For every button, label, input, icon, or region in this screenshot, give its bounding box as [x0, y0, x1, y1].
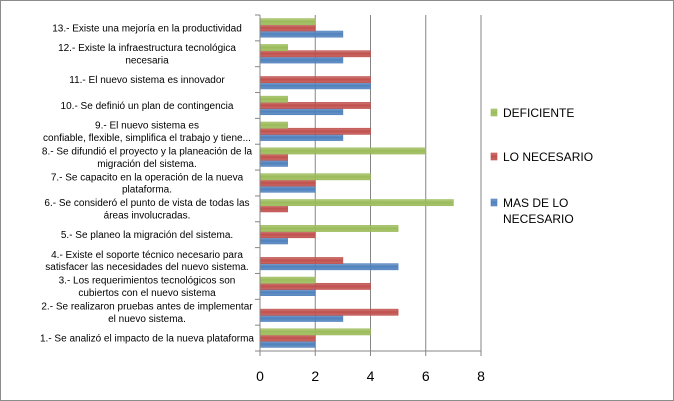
- bar-cat12-series3: [259, 44, 288, 51]
- legend: DEFICIENTE LO NECESARIO MAS DE LO NECESARIO: [490, 106, 593, 226]
- category-labels: 1.- Se analizó el impacto de la nueva pl…: [40, 23, 254, 344]
- x-tick-label-8: 8: [477, 368, 485, 384]
- gridlines: [314, 15, 482, 351]
- category-label-3: 3.- Los requerimientos tecnológicos son: [59, 276, 236, 287]
- x-tick-label-0: 0: [256, 368, 264, 384]
- bar-cat8-series1: [259, 159, 288, 167]
- bar-cat13-series2: [259, 24, 316, 32]
- bar-cat5-series2: [259, 231, 316, 239]
- category-label-4: 4.- Existe el soporte técnico necesario …: [51, 250, 243, 261]
- bar-cat6-series3: [259, 199, 454, 207]
- category-label-4: satisfacer las necesidades del nuevo sis…: [45, 262, 248, 273]
- bar-cat8-series3: [259, 147, 427, 155]
- category-label-12: 12.- Existe la infraestructura tecnológi…: [58, 43, 236, 54]
- bar-cat1-series2: [259, 334, 316, 342]
- axes: [255, 14, 482, 356]
- x-tick-label-6: 6: [422, 368, 430, 384]
- category-label-2: el nuevo sistema.: [108, 314, 186, 325]
- bar-cat4-series2: [259, 257, 344, 264]
- category-label-6: áreas involucradas.: [104, 211, 191, 222]
- category-label-3: cubiertos con el nuevo sistema: [78, 288, 216, 299]
- category-label-1: 1.- Se analizó el impacto de la nueva pl…: [40, 334, 254, 345]
- category-label-9: confiable, flexible, simplifica el traba…: [43, 133, 251, 144]
- category-label-8: 8.- Se difundió el proyecto y la planeac…: [42, 147, 253, 158]
- bar-cat9-series2: [259, 127, 371, 135]
- legend-label-2: LO NECESARIO: [503, 150, 593, 164]
- legend-label-3: DEFICIENTE: [503, 106, 574, 120]
- bar-cat4-series1: [259, 263, 399, 271]
- legend-swatch-2: [490, 152, 498, 161]
- bar-cat11-series1: [259, 82, 371, 90]
- bar-cat10-series3: [259, 95, 288, 103]
- bar-cat7-series3: [259, 173, 371, 181]
- bar-cat10-series2: [259, 102, 371, 109]
- bar-cat3-series2: [259, 282, 371, 290]
- bar-cat7-series1: [259, 185, 316, 193]
- bar-cat3-series3: [259, 276, 316, 284]
- category-label-9: 9.- El nuevo sistema es: [95, 121, 199, 132]
- category-label-5: 5.- Se planeo la migración del sistema.: [61, 230, 233, 241]
- category-label-11: 11.- El nuevo sistema es innovador: [69, 75, 225, 86]
- x-tick-label-2: 2: [311, 368, 319, 384]
- bar-cat13-series3: [259, 18, 316, 26]
- bar-cat3-series1: [259, 289, 316, 296]
- category-label-8: migración del sistema.: [97, 159, 196, 170]
- bar-cat5-series1: [259, 237, 288, 245]
- bar-cat8-series2: [259, 153, 288, 161]
- bar-cat12-series2: [259, 50, 371, 58]
- category-label-7: 7.- Se capacito en la operación de la nu…: [51, 172, 244, 183]
- bar-cat2-series1: [259, 315, 344, 322]
- x-tick-labels: 0 2 4 6 8: [256, 368, 485, 384]
- category-label-7: plataforma.: [122, 185, 172, 196]
- bar-cat11-series2: [259, 76, 371, 84]
- bar-cat9-series3: [259, 121, 288, 129]
- bar-cat9-series1: [259, 134, 344, 141]
- bar-cat12-series1: [259, 56, 344, 64]
- legend-label-1: MAS DE LO: [503, 196, 568, 210]
- category-label-6: 6.- Se consideró el punto de vista de to…: [44, 198, 249, 209]
- legend-swatch-1: [490, 198, 498, 207]
- category-label-2: 2.- Se realizaron pruebas antes de imple…: [41, 302, 253, 313]
- bar-cat10-series1: [259, 108, 344, 116]
- x-tick-label-4: 4: [367, 368, 375, 384]
- bar-cat2-series2: [259, 308, 399, 316]
- bar-cat13-series1: [259, 30, 344, 38]
- bars: [259, 18, 454, 348]
- bar-cat1-series1: [259, 340, 316, 348]
- legend-swatch-3: [490, 108, 498, 117]
- category-label-10: 10.- Se definió un plan de contingencia: [61, 101, 234, 112]
- legend-label-1: NECESARIO: [503, 212, 574, 226]
- category-label-13: 13.- Existe una mejoría en la productivi…: [52, 23, 242, 34]
- bar-cat5-series3: [259, 225, 399, 232]
- bar-cat7-series2: [259, 179, 316, 187]
- bar-cat6-series2: [259, 205, 288, 213]
- bar-cat1-series3: [259, 328, 371, 336]
- category-label-12: necesaria: [125, 55, 169, 66]
